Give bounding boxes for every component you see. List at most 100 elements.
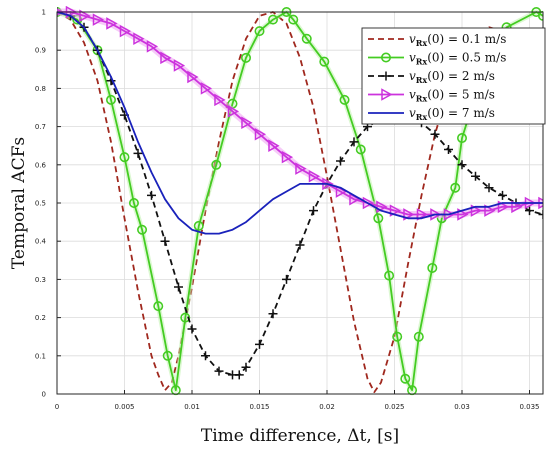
- triangle-marker: [308, 169, 321, 183]
- triangle-marker: [268, 139, 280, 152]
- x-axis-label: Time difference, Δt, [s]: [201, 426, 399, 446]
- circle-marker: [128, 198, 139, 209]
- plus-marker: [214, 366, 224, 376]
- series-line: [57, 11, 543, 392]
- triangle-marker: [119, 24, 132, 38]
- y-tick-label: 0.9: [35, 47, 46, 55]
- plus-marker: [444, 145, 453, 155]
- x-tick-label: 0.025: [384, 403, 404, 411]
- triangle-marker: [381, 88, 393, 101]
- triangle-marker: [173, 59, 186, 72]
- x-tick-label: 0.02: [319, 403, 335, 411]
- plus-marker: [133, 148, 143, 158]
- plus-marker: [538, 209, 543, 219]
- circle-marker: [319, 56, 330, 67]
- legend-label: vRx(0) = 2 m/s: [409, 69, 495, 85]
- triangle-marker: [79, 9, 91, 23]
- triangle-marker: [457, 208, 469, 221]
- x-tick-label: 0.005: [114, 403, 134, 411]
- triangle-marker: [214, 93, 226, 107]
- triangle-marker: [416, 208, 429, 221]
- circle-marker: [106, 94, 117, 105]
- circle-marker: [400, 373, 411, 384]
- legend-label: vRx(0) = 0.1 m/s: [409, 32, 506, 48]
- legend-label: vRx(0) = 7 m/s: [409, 106, 495, 122]
- circle-marker: [119, 152, 130, 163]
- x-tick-label: 0.015: [249, 403, 269, 411]
- circle-marker: [137, 224, 148, 235]
- triangle-marker: [511, 200, 523, 214]
- circle-marker: [450, 182, 461, 193]
- legend-item: vRx(0) = 0.1 m/s: [368, 32, 506, 48]
- triangle-marker: [106, 17, 118, 30]
- y-tick-label: 0.8: [35, 85, 46, 93]
- plus-marker: [241, 362, 251, 372]
- y-tick-label: 0.7: [35, 123, 46, 131]
- triangle-marker: [497, 200, 510, 214]
- triangle-marker: [470, 204, 483, 217]
- circle-marker: [339, 94, 350, 105]
- circle-marker: [301, 33, 312, 44]
- x-tick-label: 0.01: [184, 403, 200, 411]
- y-tick-label: 0.2: [35, 314, 46, 322]
- triangle-marker: [133, 32, 145, 46]
- triangle-marker: [389, 204, 402, 217]
- triangle-marker: [403, 208, 415, 221]
- circle-marker: [413, 331, 424, 342]
- circle-marker: [193, 220, 204, 231]
- triangle-marker: [241, 116, 253, 130]
- triangle-marker: [376, 200, 388, 214]
- circle-marker: [392, 331, 403, 342]
- circle-marker: [180, 312, 191, 323]
- legend-item: vRx(0) = 0.5 m/s: [368, 51, 506, 67]
- circle-marker: [241, 52, 252, 63]
- plus-marker: [295, 240, 305, 250]
- triangle-marker: [281, 150, 294, 164]
- circle-marker: [355, 144, 366, 155]
- triangle-marker: [160, 51, 172, 65]
- y-tick-label: 0.4: [35, 238, 47, 246]
- plus-marker: [457, 160, 467, 170]
- plus-marker: [471, 171, 480, 181]
- triangle-marker: [200, 82, 213, 95]
- y-tick-label: 0.1: [35, 352, 46, 360]
- triangle-marker: [187, 70, 199, 84]
- plus-marker: [187, 324, 197, 334]
- y-axis-label: Temporal ACFs: [9, 137, 29, 269]
- plus-marker: [201, 351, 210, 361]
- axis-ticks: 0 0.005 0.01 0.015 0.02 0.025 0.03 0.035 0 0.1 0.2…: [35, 9, 540, 412]
- y-tick-label: 0.5: [35, 200, 46, 208]
- plus-marker: [234, 370, 244, 380]
- series-5: [57, 11, 543, 235]
- plus-marker: [525, 206, 534, 216]
- plus-marker: [147, 190, 156, 200]
- triangle-marker: [430, 208, 442, 221]
- triangle-marker: [295, 162, 307, 175]
- y-tick-label: 1: [42, 9, 46, 17]
- series-line: [57, 11, 543, 216]
- plus-marker: [430, 129, 440, 139]
- circle-marker: [373, 213, 384, 224]
- plus-marker: [282, 274, 291, 284]
- triangle-marker: [227, 105, 240, 118]
- plus-marker: [498, 190, 507, 200]
- y-tick-label: 0: [42, 391, 46, 399]
- plus-marker: [174, 282, 183, 292]
- circle-marker: [153, 301, 164, 312]
- circle-marker: [384, 270, 395, 281]
- triangle-marker: [92, 13, 105, 26]
- plus-marker: [336, 156, 345, 166]
- x-tick-label: 0.035: [519, 403, 539, 411]
- plus-marker: [268, 309, 278, 319]
- triangle-marker: [335, 185, 348, 198]
- y-tick-label: 0.6: [35, 161, 47, 169]
- legend-item: vRx(0) = 2 m/s: [368, 69, 495, 85]
- circle-marker: [288, 14, 299, 25]
- circle-marker: [427, 262, 438, 273]
- triangle-marker: [254, 127, 267, 141]
- plus-marker: [160, 236, 170, 246]
- triangle-marker: [362, 196, 375, 210]
- legend-label: vRx(0) = 0.5 m/s: [409, 51, 506, 67]
- plus-marker: [309, 206, 318, 216]
